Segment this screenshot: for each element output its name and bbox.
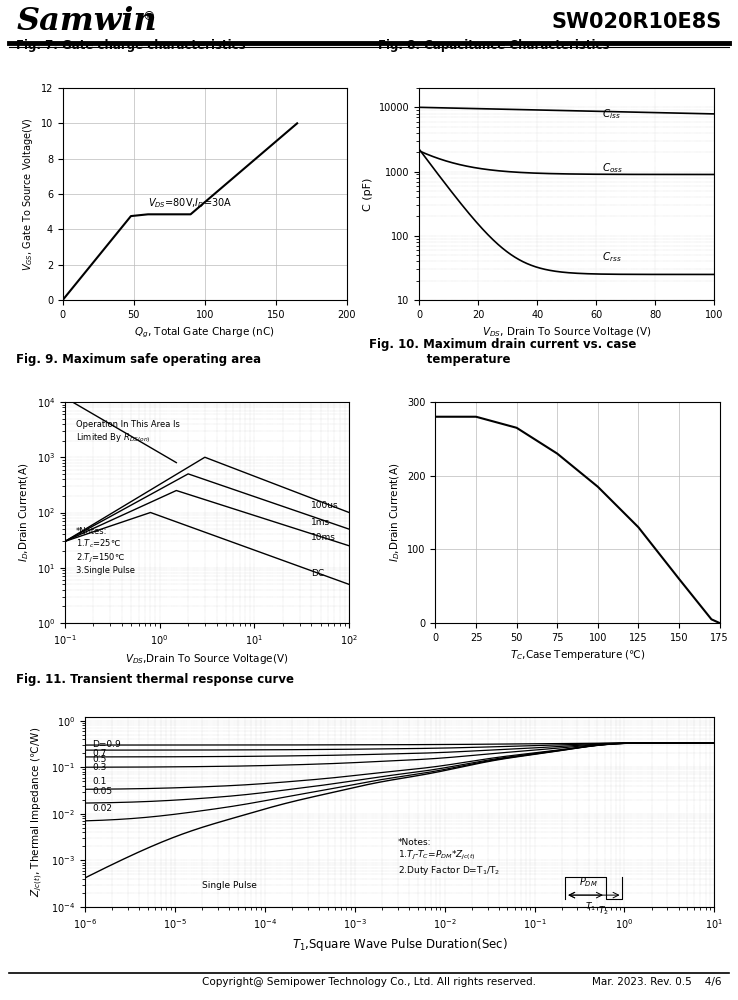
Text: Fig. 7. Gate charge characteristics: Fig. 7. Gate charge characteristics	[16, 39, 246, 52]
Y-axis label: $V_{GS}$, Gate To Source Voltage(V): $V_{GS}$, Gate To Source Voltage(V)	[21, 117, 35, 271]
Text: Operation In This Area Is
Limited By $R_{DS(on)}$: Operation In This Area Is Limited By $R_…	[76, 420, 179, 445]
Text: 10ms: 10ms	[311, 533, 337, 542]
Text: 0.7: 0.7	[92, 749, 106, 758]
Text: 0.02: 0.02	[92, 804, 112, 813]
Text: 0.05: 0.05	[92, 787, 112, 796]
Text: SW020R10E8S: SW020R10E8S	[551, 12, 722, 32]
Text: $T_2$: $T_2$	[598, 904, 609, 917]
Y-axis label: $I_D$,Drain Current(A): $I_D$,Drain Current(A)	[18, 463, 31, 562]
Text: 1ms: 1ms	[311, 518, 331, 527]
Text: $P_{DM}$: $P_{DM}$	[579, 875, 598, 889]
Text: *Notes:
1.$T_c$=25℃
2.$T_J$=150℃
3.Single Pulse: *Notes: 1.$T_c$=25℃ 2.$T_J$=150℃ 3.Singl…	[76, 527, 135, 575]
Text: Single Pulse: Single Pulse	[202, 881, 257, 890]
Text: 0.3: 0.3	[92, 763, 106, 772]
Text: Samwin: Samwin	[16, 6, 157, 37]
X-axis label: $T_C$,Case Temperature (℃): $T_C$,Case Temperature (℃)	[510, 648, 645, 662]
Text: $C_{iss}$: $C_{iss}$	[602, 107, 621, 121]
Text: 0.5: 0.5	[92, 755, 106, 764]
X-axis label: $V_{DS}$,Drain To Source Voltage(V): $V_{DS}$,Drain To Source Voltage(V)	[125, 652, 289, 666]
Y-axis label: C (pF): C (pF)	[363, 177, 373, 211]
Text: Fig. 10. Maximum drain current vs. case
              temperature: Fig. 10. Maximum drain current vs. case …	[369, 338, 636, 366]
Text: *Notes:
1.$T_J$-$T_C$=$P_{DM}$*$Z_{jc(t)}$
2.Duty Factor D=T$_1$/T$_2$: *Notes: 1.$T_J$-$T_C$=$P_{DM}$*$Z_{jc(t)…	[398, 838, 500, 877]
Text: D=0.9: D=0.9	[92, 740, 121, 749]
Text: Copyright@ Semipower Technology Co., Ltd. All rights reserved.: Copyright@ Semipower Technology Co., Ltd…	[202, 977, 536, 987]
Text: $C_{oss}$: $C_{oss}$	[602, 162, 624, 175]
Text: 0.1: 0.1	[92, 777, 106, 786]
Text: $C_{rss}$: $C_{rss}$	[602, 250, 622, 264]
X-axis label: $T_1$,Square Wave Pulse Duration(Sec): $T_1$,Square Wave Pulse Duration(Sec)	[292, 936, 508, 953]
Text: $T_1$: $T_1$	[585, 900, 596, 913]
Text: Fig. 8. Capacitance Characteristics: Fig. 8. Capacitance Characteristics	[378, 39, 610, 52]
Text: Fig. 11. Transient thermal response curve: Fig. 11. Transient thermal response curv…	[16, 673, 294, 686]
Y-axis label: $Z_{jc(t)}$, Thermal Impedance (℃/W): $Z_{jc(t)}$, Thermal Impedance (℃/W)	[30, 727, 46, 897]
Text: ®: ®	[142, 10, 155, 23]
X-axis label: $V_{DS}$, Drain To Source Voltage (V): $V_{DS}$, Drain To Source Voltage (V)	[482, 325, 652, 339]
Text: $V_{DS}$=80V,$I_D$=30A: $V_{DS}$=80V,$I_D$=30A	[148, 196, 232, 210]
Y-axis label: $I_D$,Drain Current(A): $I_D$,Drain Current(A)	[388, 463, 401, 562]
Text: Mar. 2023. Rev. 0.5    4/6: Mar. 2023. Rev. 0.5 4/6	[593, 977, 722, 987]
X-axis label: $Q_g$, Total Gate Charge (nC): $Q_g$, Total Gate Charge (nC)	[134, 325, 275, 340]
Text: Fig. 9. Maximum safe operating area: Fig. 9. Maximum safe operating area	[16, 353, 261, 366]
Text: 100us: 100us	[311, 501, 339, 510]
Text: DC: DC	[311, 569, 325, 578]
